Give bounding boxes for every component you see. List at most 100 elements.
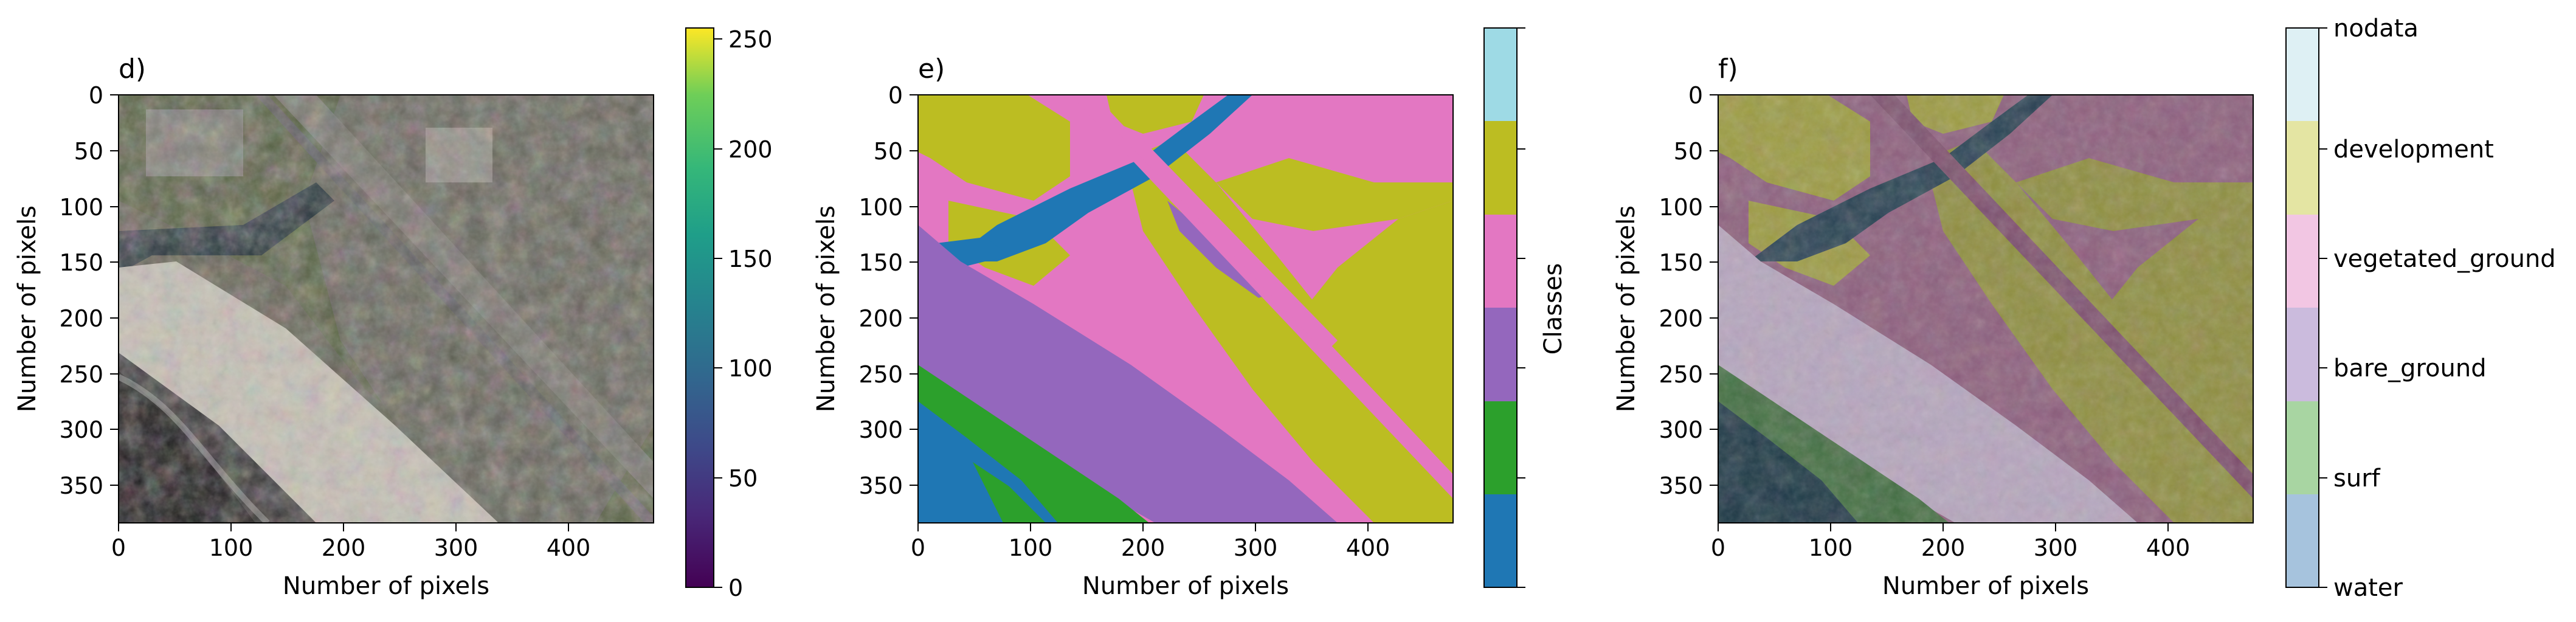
x-tick-d: 200 bbox=[322, 523, 366, 561]
svg-text:200: 200 bbox=[1121, 534, 1165, 561]
y-tick-e: 50 bbox=[874, 138, 918, 165]
y-tick-d: 350 bbox=[59, 472, 119, 499]
y-tick-d: 150 bbox=[59, 249, 119, 276]
svg-text:200: 200 bbox=[1921, 534, 1966, 561]
svg-text:350: 350 bbox=[59, 472, 103, 499]
panel-label-f: f) bbox=[1718, 54, 1738, 85]
y-axis-f: 0 50 100 150 200 250 300 350 Number of p… bbox=[1612, 82, 1718, 499]
svg-text:100: 100 bbox=[59, 194, 103, 221]
y-axis-label-e: Number of pixels bbox=[812, 206, 840, 412]
colorbar-tick-d: 0 bbox=[714, 575, 743, 601]
x-tick-d: 100 bbox=[209, 523, 254, 561]
svg-text:300: 300 bbox=[1659, 416, 1703, 443]
svg-text:300: 300 bbox=[858, 416, 903, 443]
svg-text:400: 400 bbox=[2146, 534, 2191, 561]
svg-text:100: 100 bbox=[728, 355, 773, 382]
colorbar-f-swatch bbox=[2286, 215, 2319, 308]
x-tick-d: 400 bbox=[547, 523, 591, 561]
svg-text:50: 50 bbox=[874, 138, 903, 165]
y-tick-f: 300 bbox=[1659, 416, 1718, 443]
x-tick-e: 100 bbox=[1009, 523, 1053, 561]
y-tick-e: 100 bbox=[858, 194, 918, 221]
y-tick-f: 350 bbox=[1659, 472, 1718, 499]
svg-text:200: 200 bbox=[59, 305, 103, 332]
y-tick-f: 200 bbox=[1659, 305, 1718, 332]
svg-text:300: 300 bbox=[1234, 534, 1278, 561]
svg-text:50: 50 bbox=[74, 138, 103, 165]
class-map bbox=[917, 94, 1454, 524]
y-tick-d: 50 bbox=[74, 138, 119, 165]
panel-e: e) 0 100 200 300 400 Number of pixels 0 … bbox=[812, 27, 1567, 600]
x-axis-d: 0 100 200 300 400 Number of pixels bbox=[111, 523, 590, 600]
colorbar-tick-d: 250 bbox=[714, 26, 773, 53]
colorbar-f-tick: vegetated_ground bbox=[2319, 245, 2556, 273]
svg-text:100: 100 bbox=[1009, 534, 1053, 561]
svg-text:250: 250 bbox=[858, 361, 903, 388]
x-tick-d: 0 bbox=[111, 523, 126, 561]
x-tick-f: 300 bbox=[2034, 523, 2077, 561]
panel-label-e: e) bbox=[918, 54, 945, 85]
colorbar-f-tick: bare_ground bbox=[2319, 354, 2487, 382]
y-axis-label-f: Number of pixels bbox=[1612, 206, 1640, 412]
class-label-vegetated-ground: vegetated_ground bbox=[2333, 245, 2556, 273]
svg-text:350: 350 bbox=[1659, 472, 1703, 499]
colorbar-e-swatch bbox=[1484, 308, 1517, 401]
x-tick-f: 400 bbox=[2146, 523, 2191, 561]
y-tick-f: 100 bbox=[1659, 194, 1718, 221]
class-label-surf: surf bbox=[2333, 465, 2381, 492]
colorbar-f-swatch bbox=[2286, 401, 2319, 494]
x-tick-f: 200 bbox=[1921, 523, 1966, 561]
colorbar-tick-d: 200 bbox=[714, 136, 773, 163]
x-tick-f: 0 bbox=[1711, 523, 1725, 561]
svg-text:100: 100 bbox=[209, 534, 254, 561]
x-tick-e: 0 bbox=[911, 523, 925, 561]
x-tick-f: 100 bbox=[1809, 523, 1853, 561]
overlay-image bbox=[1718, 94, 2254, 524]
class-label-development: development bbox=[2333, 136, 2494, 164]
svg-text:50: 50 bbox=[728, 465, 758, 492]
panel-f: f) 0 100 200 300 400 Number of pixels 0 … bbox=[1612, 15, 2556, 602]
y-tick-e: 300 bbox=[858, 416, 918, 443]
panel-d: d) 0 100 200 300 400 Number of pixels 0 … bbox=[13, 26, 773, 601]
svg-text:400: 400 bbox=[547, 534, 591, 561]
y-tick-d: 0 bbox=[89, 82, 119, 109]
y-axis-e: 0 50 100 150 200 250 300 350 Number of p… bbox=[812, 82, 918, 499]
svg-text:250: 250 bbox=[728, 26, 773, 53]
colorbar-e: Classes bbox=[1483, 27, 1567, 588]
y-tick-d: 250 bbox=[59, 361, 119, 388]
colorbar-f-swatch bbox=[2286, 121, 2319, 215]
x-tick-d: 300 bbox=[434, 523, 478, 561]
class-label-nodata: nodata bbox=[2333, 15, 2419, 43]
svg-text:0: 0 bbox=[728, 575, 743, 601]
x-axis-label-f: Number of pixels bbox=[1882, 572, 2089, 600]
svg-text:250: 250 bbox=[59, 361, 103, 388]
svg-text:300: 300 bbox=[59, 416, 103, 443]
y-tick-e: 150 bbox=[858, 249, 918, 276]
x-axis-label-d: Number of pixels bbox=[283, 572, 489, 600]
colorbar-f-swatch bbox=[2286, 28, 2319, 121]
x-tick-e: 200 bbox=[1121, 523, 1165, 561]
aerial-image bbox=[118, 94, 654, 524]
colorbar-f-swatch bbox=[2286, 494, 2319, 587]
svg-text:350: 350 bbox=[858, 472, 903, 499]
svg-text:150: 150 bbox=[858, 249, 903, 276]
colorbar-e-swatch bbox=[1484, 215, 1517, 308]
x-axis-e: 0 100 200 300 400 Number of pixels bbox=[911, 523, 1390, 600]
colorbar-f-swatch bbox=[2286, 308, 2319, 401]
svg-text:250: 250 bbox=[1659, 361, 1703, 388]
svg-text:200: 200 bbox=[322, 534, 366, 561]
colorbar-f: water surf bare_ground vegetated_ground … bbox=[2285, 15, 2556, 602]
svg-text:0: 0 bbox=[1711, 534, 1725, 561]
svg-text:300: 300 bbox=[434, 534, 478, 561]
svg-text:0: 0 bbox=[89, 82, 103, 109]
y-tick-f: 150 bbox=[1659, 249, 1718, 276]
svg-text:150: 150 bbox=[59, 249, 103, 276]
svg-text:200: 200 bbox=[1659, 305, 1703, 332]
colorbar-tick-d: 50 bbox=[714, 465, 758, 492]
y-tick-d: 300 bbox=[59, 416, 119, 443]
y-tick-d: 200 bbox=[59, 305, 119, 332]
svg-text:100: 100 bbox=[1809, 534, 1853, 561]
svg-text:0: 0 bbox=[1688, 82, 1703, 109]
y-tick-f: 0 bbox=[1688, 82, 1718, 109]
